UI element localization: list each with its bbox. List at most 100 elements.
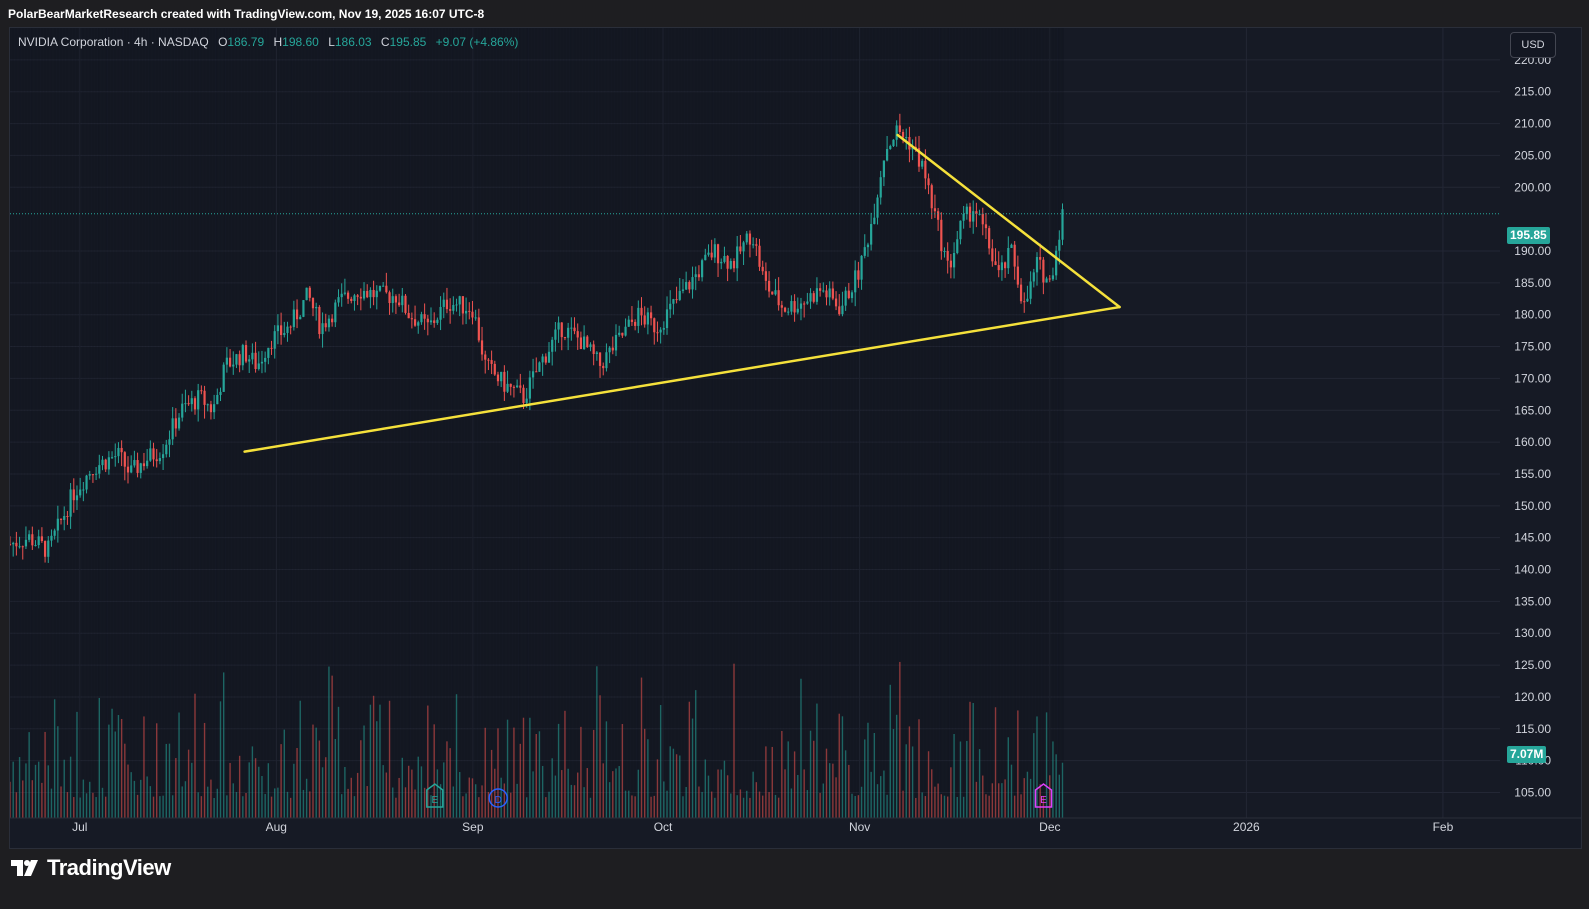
candle-body [567,327,570,338]
session-band [828,28,831,818]
volume-bar [318,740,321,818]
candle-body [308,287,311,298]
candle-body [474,317,477,319]
price-chart[interactable]: 220.00215.00210.00205.00200.00190.00185.… [10,28,1581,848]
x-tick-label: Jul [72,820,87,834]
candle-body [952,252,956,268]
volume-bar [911,746,914,818]
candle-body [646,312,649,325]
volume-bar [433,724,435,818]
session-band [123,28,127,818]
volume-bar [420,766,423,818]
session-band [145,28,149,818]
session-band [1038,28,1042,818]
session-band [716,28,720,818]
volume-bar [331,675,333,818]
session-band [432,28,436,818]
session-band [343,28,347,818]
candle-body [602,365,605,369]
candle-body [37,536,40,546]
session-band [200,28,203,818]
session-band [522,28,525,818]
session-band [334,28,337,818]
volume-bar [956,796,958,818]
session-band [630,28,634,818]
session-band [850,28,854,818]
volume-bar [679,755,681,818]
candle-body [758,245,761,267]
volume-bar [707,775,710,818]
session-band [783,28,787,818]
candle-body [161,454,165,459]
candle-body [213,404,216,413]
candle-body [895,125,898,140]
session-band [576,28,580,818]
candle-body [710,252,713,258]
session-band [493,28,497,818]
volume-bar [385,772,388,818]
volume-bar [720,769,722,818]
candle-body [149,448,152,461]
candle-body [429,320,433,323]
session-band [458,28,462,818]
session-band [675,28,678,818]
session-band [697,28,701,818]
candle-body [423,314,426,319]
volume-bar [506,719,509,818]
session-band [774,28,777,818]
candle-body [745,233,748,243]
candle-body [627,319,630,327]
volume-bar [1023,778,1025,818]
session-band [11,28,15,818]
candle-body [88,474,91,476]
currency-button[interactable]: USD [1510,32,1556,58]
volume-bar [1029,778,1032,818]
candle-body [748,233,752,245]
candle-body [755,244,758,246]
candle-body [43,541,47,557]
candle-body [640,307,643,316]
session-band [936,28,940,818]
candle-body [174,418,177,429]
volume-bar [219,701,222,818]
session-band [1045,28,1048,818]
candle-body [771,291,774,295]
y-tick-label: 210.00 [1514,117,1551,131]
candle-body [69,489,72,517]
candle-body [493,363,496,375]
chart-pane[interactable]: 220.00 215.00 210.00 205.00 200.00 190.00 185.… [9,27,1582,849]
tradingview-brand[interactable]: TradingView [11,855,171,880]
volume-bar [337,706,340,818]
y-tick-label: 135.00 [1514,594,1551,608]
volume-bar [238,755,241,818]
candle-body [251,352,254,360]
volume-bar [232,783,234,818]
volume-bar [1020,794,1022,818]
candle-body [142,463,146,467]
candle-body [445,299,449,310]
session-band [930,28,934,818]
candle-body [18,546,21,548]
volume-bar [966,740,968,818]
candle-body [850,292,854,299]
candle-body [12,542,15,545]
trendline [243,305,1121,453]
candle-body [1042,259,1045,283]
volume-bar [104,796,107,818]
candle-body [560,322,563,338]
candle-body [59,518,63,520]
candle-body [1007,247,1010,269]
candle-body [519,385,522,388]
volume-bar [226,795,228,818]
brand-name: TradingView [47,855,171,880]
candle-body [286,326,289,333]
volume-bar [953,733,955,818]
session-band [286,28,289,818]
volume-bar [867,722,869,818]
volume-bar [1058,774,1061,818]
candle-body [130,465,133,473]
candle-body [75,495,79,501]
volume-bar [353,796,356,818]
candle-body [943,250,946,252]
volume-bar [522,717,525,818]
